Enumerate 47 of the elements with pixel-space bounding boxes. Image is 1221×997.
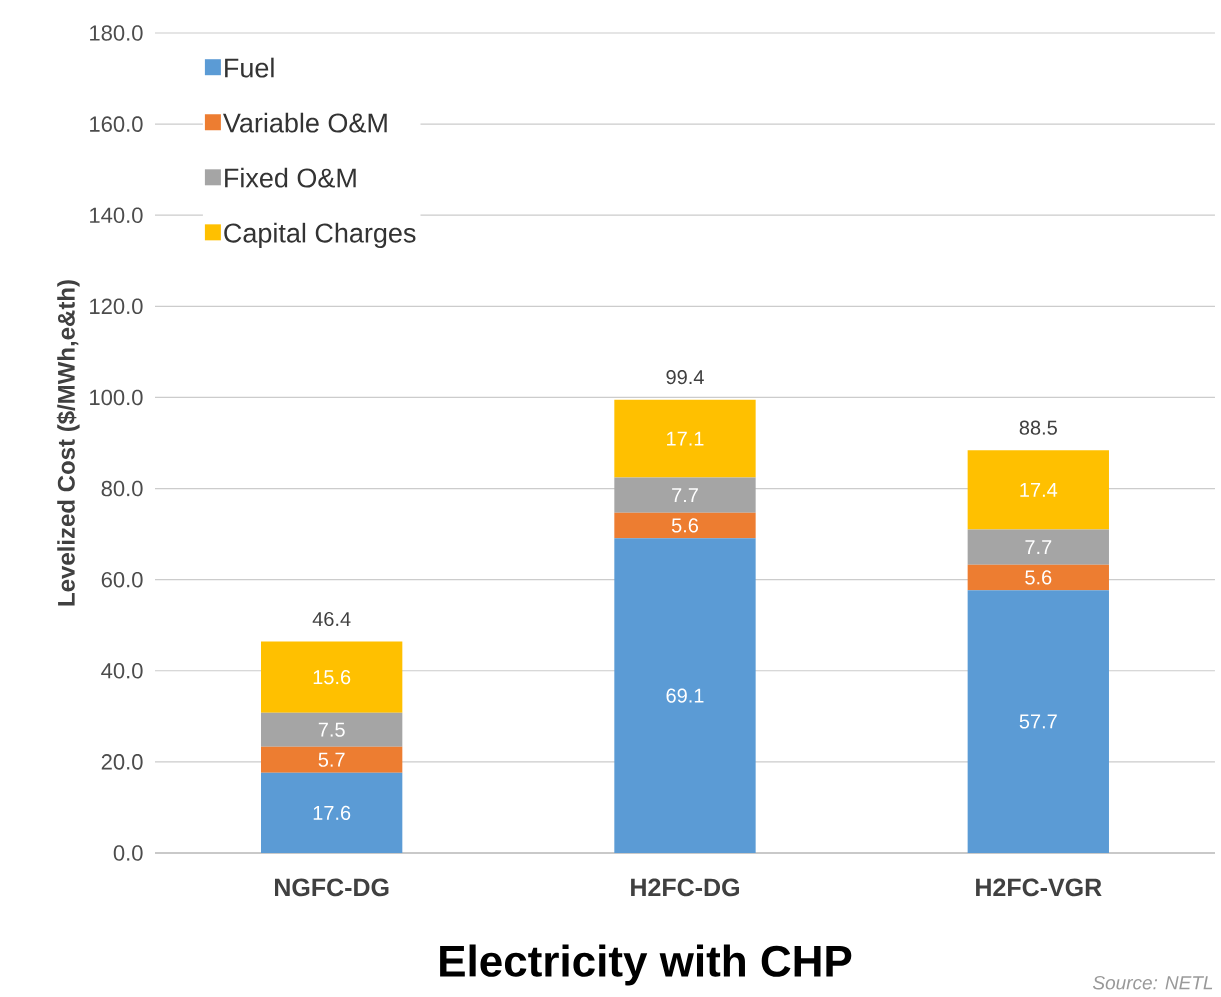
data-label: 5.7 — [318, 752, 345, 767]
bar — [261, 772, 403, 853]
y-tick-label: 120.0 — [90, 298, 143, 315]
legend-label: Variable O&M — [223, 112, 387, 133]
bar — [967, 590, 1109, 853]
total-label: 88.5 — [1019, 420, 1057, 435]
bar — [614, 399, 756, 478]
data-label: 17.1 — [667, 431, 704, 446]
legend-label: Capital Charges — [224, 222, 416, 248]
y-tick-label: 160.0 — [90, 116, 143, 132]
total-label: 99.4 — [666, 370, 704, 385]
bar — [967, 529, 1109, 565]
legend-label: Fixed O&M — [225, 167, 356, 188]
y-tick-label: 60.0 — [101, 571, 143, 588]
y-axis-title: Levelized Cost ($/MWh,e&th) — [56, 280, 80, 606]
data-label: 69.1 — [666, 688, 704, 703]
bar — [261, 712, 403, 747]
x-tick-label: NGFC-DG — [275, 878, 389, 897]
y-tick-label: 0.0 — [113, 845, 143, 861]
total-label: 46.4 — [312, 611, 351, 627]
y-tick-label: 20.0 — [101, 754, 143, 770]
data-label: 7.7 — [1025, 540, 1052, 554]
data-label: 17.4 — [1020, 483, 1058, 497]
y-tick-label: 80.0 — [101, 480, 143, 497]
text: Electricity with CHP — [440, 944, 852, 986]
data-label: 17.6 — [313, 805, 351, 820]
y-tick-label: 140.0 — [90, 207, 143, 224]
x-tick-label: H2FC-DG — [631, 878, 739, 897]
data-label: 57.7 — [1019, 714, 1057, 729]
y-tick-label: 180.0 — [90, 25, 143, 41]
source-note: Source: NETL — [1092, 976, 1213, 990]
legend-label: Fuel — [225, 57, 274, 78]
bar — [967, 564, 1109, 591]
bar — [614, 538, 756, 853]
bar — [614, 477, 756, 513]
bar — [261, 641, 403, 713]
y-tick-label: 100.0 — [90, 389, 143, 406]
data-label: 5.6 — [1025, 570, 1052, 585]
bar — [261, 746, 403, 773]
bar — [614, 512, 756, 539]
data-label: 7.7 — [672, 488, 698, 503]
bar — [967, 450, 1109, 530]
data-label: 5.6 — [671, 518, 699, 533]
data-label: 7.5 — [318, 722, 345, 737]
data-label: 15.6 — [313, 670, 351, 685]
x-tick-label: H2FC-VGR — [976, 878, 1102, 897]
y-tick-label: 40.0 — [101, 662, 143, 679]
